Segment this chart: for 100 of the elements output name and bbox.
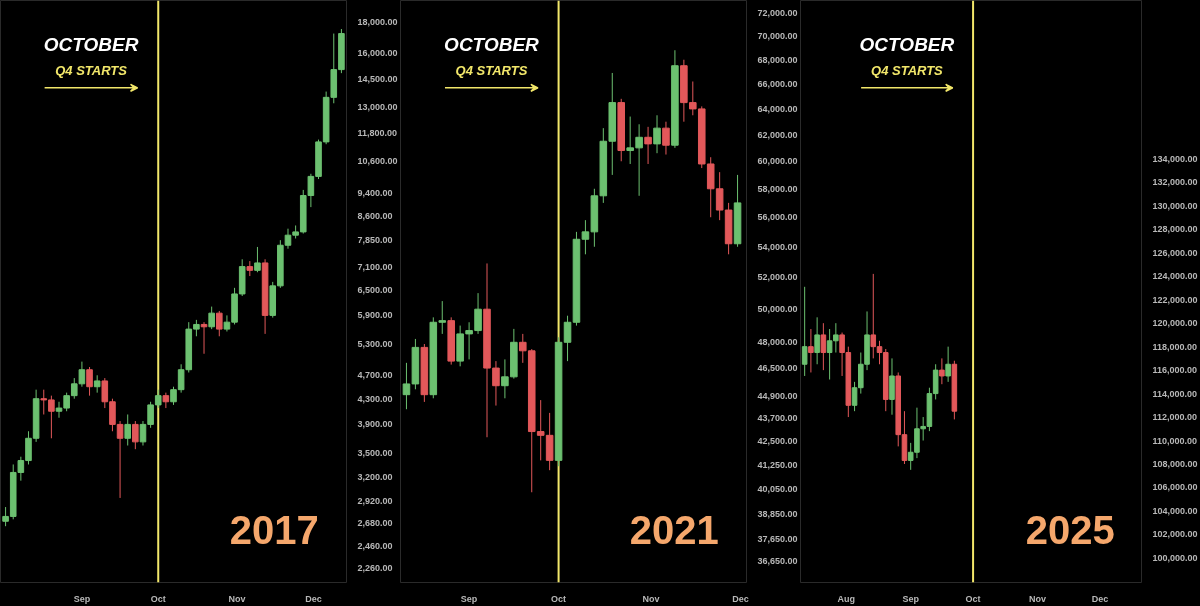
x-tick-label: Oct xyxy=(965,593,981,604)
x-tick-label: Dec xyxy=(1091,593,1109,604)
candlestick xyxy=(653,114,661,154)
y-tick-label: 18,000.00 xyxy=(357,16,398,27)
y-tick-label: 43,700.00 xyxy=(757,413,798,424)
y-tick-label: 9,400.00 xyxy=(357,187,393,198)
x-tick-label: Nov xyxy=(228,593,246,604)
y-tick-label: 56,000.00 xyxy=(757,212,798,223)
annotation: 2021 xyxy=(629,508,719,553)
candlestick xyxy=(945,346,951,383)
candlestick xyxy=(208,306,215,330)
candlestick xyxy=(820,322,827,371)
y-tick-label: 8,600.00 xyxy=(357,211,393,222)
annotation: 2025 xyxy=(1025,508,1115,553)
y-tick-label: 54,000.00 xyxy=(757,241,798,252)
candlestick xyxy=(814,316,820,365)
y-tick-label: 11,800.00 xyxy=(357,127,398,138)
y-tick-label: 106,000.00 xyxy=(1152,482,1198,493)
y-tick-label: 13,000.00 xyxy=(357,102,398,113)
y-tick-label: 124,000.00 xyxy=(1152,271,1198,282)
annotation: OCTOBER xyxy=(859,33,955,55)
y-tick-label: 130,000.00 xyxy=(1152,200,1198,211)
y-tick-label: 38,850.00 xyxy=(757,508,798,519)
y-tick-label: 68,000.00 xyxy=(757,54,798,65)
y-tick-label: 14,500.00 xyxy=(357,73,398,84)
y-tick-label: 104,000.00 xyxy=(1152,505,1198,516)
y-tick-label: 60,000.00 xyxy=(757,156,798,167)
x-tick-label: Dec xyxy=(305,593,322,604)
candlestick xyxy=(86,366,93,397)
x-tick-label: Nov xyxy=(1029,593,1047,604)
x-tick-label: Oct xyxy=(551,593,567,604)
y-tick-label: 44,900.00 xyxy=(757,391,798,402)
candlestick xyxy=(438,300,447,335)
y-tick-label: 64,000.00 xyxy=(757,103,798,114)
y-tick-label: 128,000.00 xyxy=(1152,224,1198,235)
y-tick-label: 2,680.00 xyxy=(357,518,393,529)
candlestick xyxy=(132,420,139,450)
y-tick-label: 112,000.00 xyxy=(1152,412,1198,423)
candlestick xyxy=(939,357,945,385)
x-tick-label: Aug xyxy=(837,593,855,604)
y-tick-label: 50,000.00 xyxy=(757,304,798,315)
y-tick-label: 37,650.00 xyxy=(757,534,798,545)
y-tick-label: 36,650.00 xyxy=(757,556,798,567)
y-tick-label: 2,920.00 xyxy=(357,495,393,506)
annotation: Q4 STARTS xyxy=(871,62,944,78)
x-tick-label: Dec xyxy=(732,593,749,604)
candlestick xyxy=(808,328,814,373)
x-tick-label: Sep xyxy=(902,593,920,604)
y-tick-label: 52,000.00 xyxy=(757,272,798,283)
annotation: Q4 STARTS xyxy=(55,62,128,78)
annotation: OCTOBER xyxy=(43,33,139,55)
y-tick-label: 7,850.00 xyxy=(357,235,393,246)
y-tick-label: 7,100.00 xyxy=(357,261,393,272)
y-tick-label: 3,200.00 xyxy=(357,471,393,482)
candlestick xyxy=(254,246,261,273)
y-tick-label: 116,000.00 xyxy=(1152,365,1198,376)
y-tick-label: 72,000.00 xyxy=(757,8,798,19)
y-tick-label: 4,300.00 xyxy=(357,393,393,404)
y-tick-label: 118,000.00 xyxy=(1152,341,1198,352)
x-tick-label: Sep xyxy=(73,593,91,604)
candlestick xyxy=(662,121,670,156)
y-tick-label: 58,000.00 xyxy=(757,183,798,194)
y-tick-label: 62,000.00 xyxy=(757,129,798,140)
candlestick xyxy=(644,126,652,165)
x-tick-label: Sep xyxy=(460,593,478,604)
y-tick-label: 5,900.00 xyxy=(357,310,393,321)
annotation: OCTOBER xyxy=(444,33,540,55)
y-tick-label: 122,000.00 xyxy=(1152,294,1198,305)
y-tick-label: 3,500.00 xyxy=(357,447,393,458)
y-tick-label: 41,250.00 xyxy=(757,460,798,471)
candlestick xyxy=(216,310,223,337)
candlestick xyxy=(124,413,131,446)
y-tick-label: 100,000.00 xyxy=(1152,552,1198,563)
y-tick-label: 110,000.00 xyxy=(1152,435,1198,446)
y-tick-label: 70,000.00 xyxy=(757,31,798,42)
candlestick xyxy=(501,358,509,399)
y-tick-label: 114,000.00 xyxy=(1152,388,1198,399)
y-tick-label: 6,500.00 xyxy=(357,284,393,295)
candlestick xyxy=(492,360,500,407)
y-tick-label: 126,000.00 xyxy=(1152,247,1198,258)
y-tick-label: 2,260.00 xyxy=(357,563,393,574)
candlestick xyxy=(801,286,808,377)
y-tick-label: 10,600.00 xyxy=(357,156,398,167)
y-tick-label: 132,000.00 xyxy=(1152,177,1198,188)
y-tick-label: 4,700.00 xyxy=(357,370,393,381)
y-tick-label: 2,460.00 xyxy=(357,540,393,551)
y-tick-label: 46,500.00 xyxy=(757,363,798,374)
y-tick-label: 108,000.00 xyxy=(1152,458,1198,469)
y-tick-label: 120,000.00 xyxy=(1152,318,1198,329)
y-tick-label: 102,000.00 xyxy=(1152,529,1198,540)
x-tick-label: Nov xyxy=(642,593,660,604)
candlestick xyxy=(162,392,170,409)
y-tick-label: 40,050.00 xyxy=(757,484,798,495)
y-tick-label: 16,000.00 xyxy=(357,47,398,58)
annotation: 2017 xyxy=(229,508,319,553)
y-tick-label: 66,000.00 xyxy=(757,78,798,89)
candlestick xyxy=(889,357,895,416)
y-tick-label: 134,000.00 xyxy=(1152,153,1198,164)
y-tick-label: 3,900.00 xyxy=(357,419,393,430)
x-tick-label: Oct xyxy=(150,593,166,604)
